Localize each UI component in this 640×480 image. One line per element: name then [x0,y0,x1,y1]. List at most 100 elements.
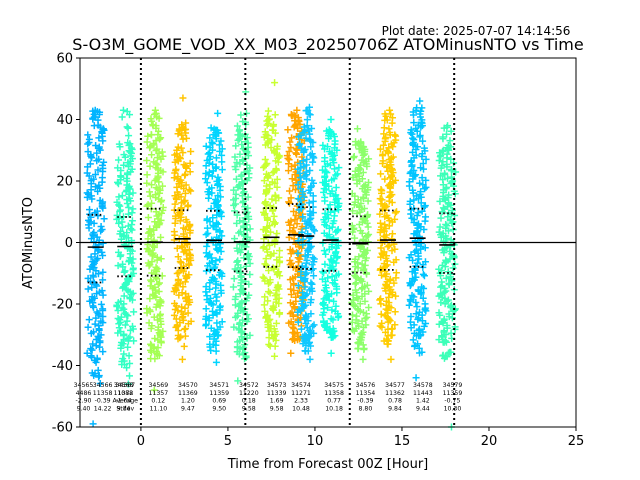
data-point [295,141,303,149]
data-point [153,145,161,153]
data-point [320,317,328,325]
data-point [218,158,226,166]
data-point [437,172,445,180]
data-point [260,274,268,282]
data-point [360,182,368,190]
data-point [354,320,362,328]
data-point [302,134,310,142]
data-point [322,250,330,258]
data-point [173,183,181,191]
data-point [364,197,372,205]
data-point [421,258,429,266]
data-point [377,295,385,303]
data-point [437,283,445,291]
data-point [356,300,364,308]
data-point [89,271,97,279]
data-point [216,268,224,276]
data-point [209,160,217,168]
data-point [261,307,269,315]
data-point [301,217,309,225]
data-point [327,315,335,323]
data-point [128,322,136,330]
data-point [246,259,254,267]
data-point [126,140,134,148]
data-point [89,258,97,266]
data-point [439,352,447,360]
data-point [203,292,211,300]
data-point [152,147,160,155]
data-point [216,240,224,248]
data-point [184,201,192,209]
data-point [90,229,98,237]
data-point [95,111,103,119]
data-point [269,264,277,272]
data-point [115,140,123,148]
data-point [286,256,294,264]
stat-text: 9.74 [117,405,131,412]
data-point [121,361,129,369]
data-point [91,106,99,114]
data-point [158,148,166,156]
data-point [448,173,456,181]
data-point [306,207,314,215]
data-point [322,177,330,185]
data-point [446,137,454,145]
data-point [181,247,189,255]
data-point [203,242,211,250]
data-point [233,343,241,351]
data-point [86,218,94,226]
data-point [380,248,388,256]
data-point [123,229,131,237]
stat-text: 34576 [356,382,376,389]
data-point [238,178,246,186]
data-point [210,335,218,343]
data-point [306,355,314,363]
stat-text: 34565 [74,382,94,389]
data-point [99,305,107,313]
data-point [172,165,180,173]
data-point [99,291,107,299]
data-point [354,306,362,314]
data-point [382,202,390,210]
data-point [207,124,215,132]
stat-text: 11220 [239,390,259,397]
scatter-group [113,106,138,388]
stat-text: 10.30 [444,405,462,412]
data-point [174,326,182,334]
data-point [233,258,241,266]
data-point [419,294,427,302]
data-point [88,293,96,301]
data-point [187,187,195,195]
data-point [212,257,220,265]
data-point [321,260,329,268]
data-point [439,158,447,166]
data-point [410,196,418,204]
data-point [299,235,307,243]
data-point [91,320,99,328]
data-point [83,349,91,357]
data-point [361,315,369,323]
data-point [178,303,186,311]
data-point [377,170,385,178]
stat-text: 1.69 [270,398,284,405]
data-point [153,265,161,273]
data-point [285,199,293,207]
data-point [206,294,214,302]
data-point [125,352,133,360]
stat-text: 9.40 [77,405,91,412]
data-point [351,167,359,175]
data-point [234,257,242,265]
data-point [443,144,451,152]
data-point [212,154,220,162]
data-point [212,341,220,349]
data-point [392,256,400,264]
data-point [287,217,295,225]
data-point [276,247,284,255]
data-point [348,222,356,230]
stat-text: Average [113,398,139,405]
data-point [218,166,226,174]
data-point [93,207,101,215]
